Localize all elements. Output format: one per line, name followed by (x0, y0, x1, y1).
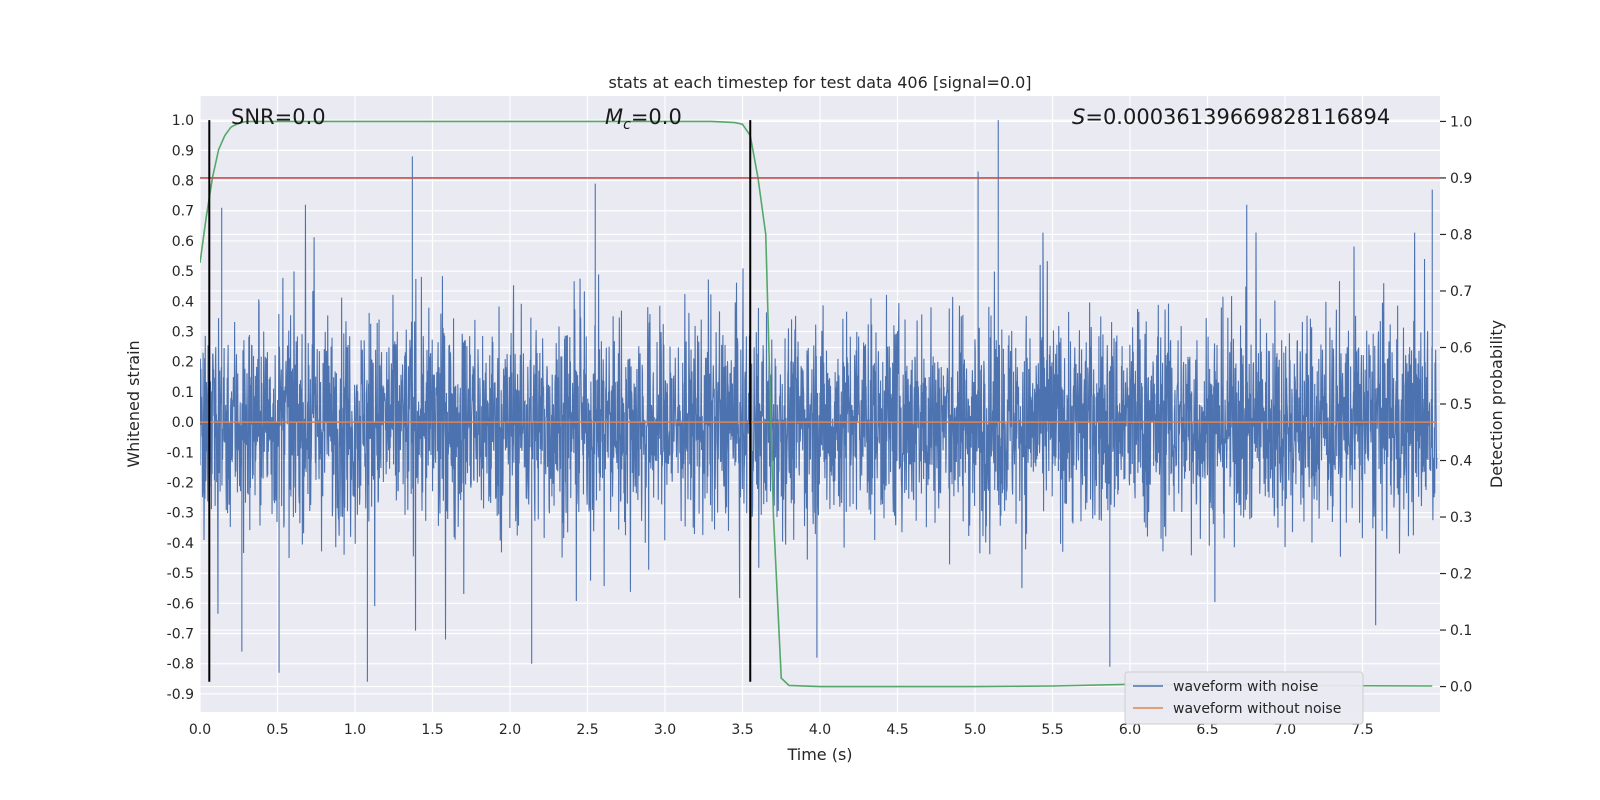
s-symbol: S (1072, 105, 1085, 129)
legend-label-noise: waveform with noise (1173, 679, 1318, 695)
x-tick-label: 7.5 (1351, 722, 1373, 738)
reference-lines (200, 120, 1440, 682)
mc-subscript: c (623, 117, 631, 133)
y-tick-label: 0.6 (172, 234, 194, 250)
legend-label-clean: waveform without noise (1173, 701, 1341, 717)
y2-tick-label: 0.0 (1450, 680, 1472, 696)
y-tick-label: 1.0 (172, 113, 194, 129)
y2-tick-label: 1.0 (1450, 114, 1472, 130)
series-waveform-with-noise (200, 120, 1438, 682)
y2-tick-label: 0.7 (1450, 284, 1472, 300)
y-tick-label: -0.3 (167, 506, 194, 522)
x-tick-label: 1.5 (421, 722, 443, 738)
s-value: =0.00036139669828116894 (1085, 105, 1390, 129)
mc-annotation: Mc=0.0 (605, 105, 682, 133)
x-tick-label: 4.0 (809, 722, 831, 738)
y2-tick-label: 0.8 (1450, 227, 1472, 243)
y-tick-label: -0.7 (167, 626, 194, 642)
y2-tick-label: 0.2 (1450, 567, 1472, 583)
x-tick-label: 2.5 (576, 722, 598, 738)
legend-box (1124, 671, 1364, 725)
x-tick-label: 4.5 (886, 722, 908, 738)
y-tick-label: 0.3 (172, 325, 194, 341)
x-tick-label: 0.5 (266, 722, 288, 738)
x-tick-label: 3.5 (731, 722, 753, 738)
mc-symbol: M (605, 105, 623, 129)
y2-tick-label: 0.5 (1450, 397, 1472, 413)
series-detection-probability (200, 120, 1433, 688)
x-tick-label: 0.0 (189, 722, 211, 738)
x-axis-label: Time (s) (786, 745, 852, 764)
mc-value: =0.0 (631, 105, 682, 129)
y-tick-label: -0.4 (167, 536, 194, 552)
chart-title: stats at each timestep for test data 406… (608, 73, 1031, 92)
y-tick-label: -0.6 (167, 596, 194, 612)
y-tick-label: 0.8 (172, 174, 194, 190)
y-tick-label: 0.1 (172, 385, 194, 401)
y-tick-label: 0.5 (172, 264, 194, 280)
y2-axis-label: Detection probability (1487, 320, 1506, 488)
y-tick-label: -0.8 (167, 657, 194, 673)
snr-annotation: SNR=0.0 (231, 105, 326, 129)
y-tick-label: 0.2 (172, 355, 194, 371)
x-tick-label: 7.0 (1274, 722, 1296, 738)
x-tick-label: 1.0 (344, 722, 366, 738)
y-tick-label: 0.4 (172, 294, 194, 310)
y2-tick-label: 0.9 (1450, 171, 1472, 187)
x-tick-label: 3.0 (654, 722, 676, 738)
y-axis-label: Whitened strain (124, 340, 143, 467)
x-tick-label: 5.0 (964, 722, 986, 738)
y2-tick-label: 0.4 (1450, 454, 1472, 470)
y-tick-label: 0.7 (172, 204, 194, 220)
x-tick-label: 2.0 (499, 722, 521, 738)
y-tick-label: -0.5 (167, 566, 194, 582)
ticks: 0.0 0.5 1.0 1.5 2.0 2.5 3.0 3.5 4.0 4.5 5.0 5.5 6.0 6… (167, 113, 1473, 738)
y2-tick-label: 0.6 (1450, 340, 1472, 356)
y-tick-label: 0.0 (172, 415, 194, 431)
y-tick-label: -0.9 (167, 687, 194, 703)
legend: waveform with noise waveform without noi… (1124, 671, 1364, 725)
x-tick-label: 5.5 (1041, 722, 1063, 738)
s-annotation: S=0.00036139669828116894 (1072, 105, 1390, 129)
series-layer (200, 120, 1438, 688)
y2-tick-label: 0.3 (1450, 510, 1472, 526)
y-tick-label: 0.9 (172, 143, 194, 159)
x-tick-label: 6.0 (1119, 722, 1141, 738)
y-tick-label: -0.1 (167, 445, 194, 461)
y2-tick-label: 0.1 (1450, 623, 1472, 639)
y-tick-label: -0.2 (167, 476, 194, 492)
x-tick-label: 6.5 (1196, 722, 1218, 738)
